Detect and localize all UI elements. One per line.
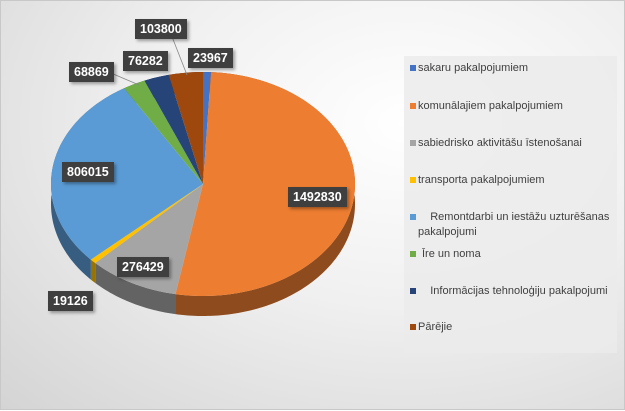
legend-swatch	[410, 103, 416, 109]
data-label-komunalajiem: 1492830	[288, 187, 347, 207]
pie-slice	[144, 74, 203, 184]
legend: sakaru pakalpojumiem komunālajiem pakalp…	[404, 56, 617, 353]
legend-label: sabiedrisko aktivitāšu īstenošanai	[418, 137, 582, 149]
data-label-it: 76282	[123, 51, 168, 71]
legend-swatch	[410, 177, 416, 183]
pie-slice	[175, 72, 355, 297]
legend-item: sakaru pakalpojumiem	[410, 61, 615, 76]
data-label-ire: 68869	[69, 62, 114, 82]
legend-swatch	[410, 140, 416, 146]
legend-label: Pārējie	[418, 321, 453, 333]
legend-swatch	[410, 288, 416, 294]
pie-slice-side	[95, 262, 176, 315]
legend-item: Pārējie	[410, 320, 615, 335]
legend-item: Īre un noma	[410, 247, 615, 262]
pie-slice-side	[90, 259, 96, 283]
legend-swatch	[410, 214, 416, 220]
legend-swatch	[410, 324, 416, 330]
data-label-sakaru: 23967	[188, 48, 233, 68]
pie-slice	[90, 184, 203, 263]
legend-item: Informācijas tehnoloģiju pakalpojumi	[410, 284, 615, 299]
legend-item: komunālajiem pakalpojumiem	[410, 99, 615, 114]
legend-label: komunālajiem pakalpojumiem	[418, 100, 563, 112]
data-label-remontdarbi: 806015	[62, 162, 114, 182]
pie-slice	[124, 80, 203, 184]
pie-slice	[203, 72, 211, 184]
data-label-sabiedrisko: 276429	[117, 257, 169, 277]
pie-slice	[168, 72, 203, 184]
legend-item: sabiedrisko aktivitāšu īstenošanai	[410, 136, 615, 151]
legend-label: sakaru pakalpojumiem	[418, 62, 529, 74]
pie-slice	[51, 88, 203, 260]
data-label-pareje: 103800	[135, 19, 187, 39]
legend-item: transporta pakalpojumiem	[410, 173, 615, 188]
legend-label: Informācijas tehnoloģiju pakalpojumi	[418, 285, 608, 297]
legend-label: transporta pakalpojumiem	[418, 174, 545, 186]
legend-label: Remontdarbi un iestāžu uzturēšanas pakal…	[418, 211, 613, 238]
data-label-transporta: 19126	[48, 291, 93, 311]
leader-line	[110, 72, 140, 86]
legend-label: Īre un noma	[422, 248, 481, 260]
legend-swatch	[410, 65, 416, 71]
legend-item: Remontdarbi un iestāžu uzturēšanas pakal…	[410, 210, 615, 240]
legend-swatch	[410, 251, 416, 257]
